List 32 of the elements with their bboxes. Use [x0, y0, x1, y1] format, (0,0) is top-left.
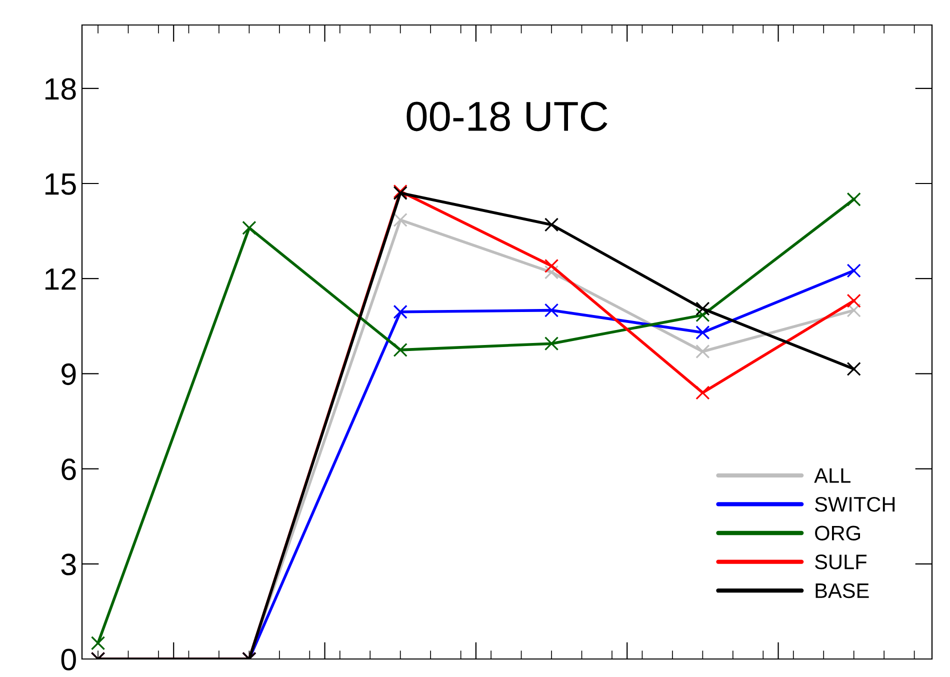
- legend-label: SWITCH: [815, 496, 895, 512]
- point: [846, 264, 861, 278]
- point: [393, 304, 408, 319]
- point: [846, 362, 861, 376]
- legend-label: ORG: [815, 526, 860, 540]
- text: 00-18 UTC: [406, 102, 608, 132]
- point: [696, 386, 710, 400]
- point: [90, 636, 106, 650]
- y-tick-label: 0: [61, 648, 76, 670]
- y-tick-label: 3: [61, 554, 76, 576]
- point: [696, 325, 710, 340]
- y-tick-label: 15: [45, 174, 76, 195]
- point: [696, 344, 710, 359]
- point: [544, 336, 559, 351]
- point: [544, 258, 559, 274]
- point: [846, 192, 861, 206]
- legend-label: ALL: [814, 468, 850, 483]
- point: [393, 212, 408, 228]
- point: [544, 265, 559, 280]
- y-tick-label: 6: [62, 458, 76, 480]
- point: [696, 302, 710, 316]
- point: [544, 218, 559, 232]
- point: [846, 303, 861, 318]
- y-tick-label: 18: [45, 78, 76, 100]
- y-tick-label: 12: [45, 268, 76, 290]
- point: [242, 220, 256, 235]
- point: [846, 294, 861, 308]
- point: [544, 303, 559, 318]
- legend-label: SULF: [815, 554, 867, 570]
- y-tick-label: 9: [62, 363, 76, 386]
- legend-label: BASE: [816, 583, 869, 598]
- point: [393, 342, 408, 358]
